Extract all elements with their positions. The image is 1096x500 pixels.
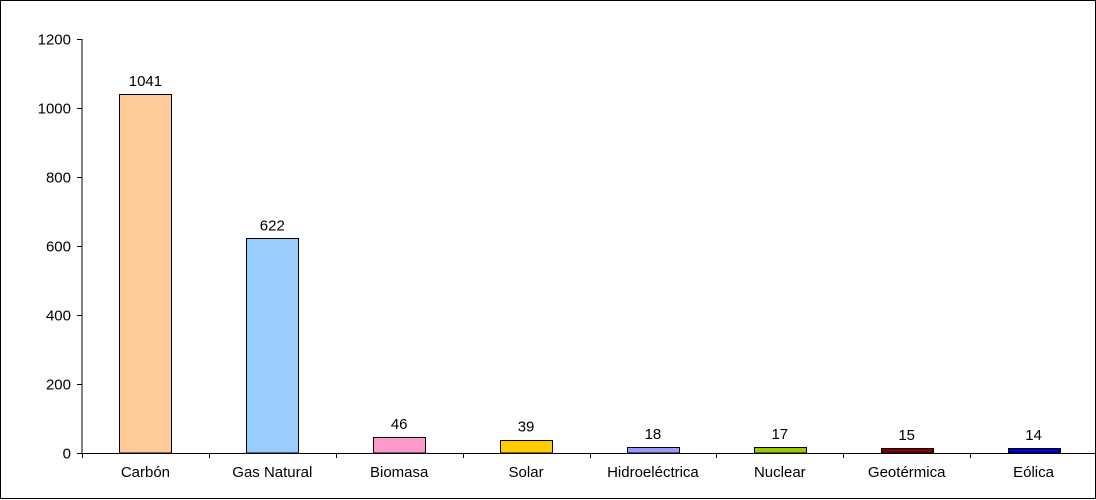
bar-2	[373, 437, 426, 454]
y-axis: 0 200 400 600 800 1000 1200	[38, 32, 83, 463]
data-label-3: 39	[518, 419, 535, 436]
y-tick-label: 600	[46, 239, 71, 256]
bar-7	[1008, 448, 1061, 454]
x-tick-label-6: Geotérmica	[868, 464, 946, 481]
bar-3	[500, 440, 553, 454]
y-tick-label: 400	[46, 308, 71, 325]
x-tick-label-1: Gas Natural	[232, 464, 312, 481]
bar-6	[881, 448, 934, 454]
bars	[119, 94, 1061, 454]
data-labels: 1041 622 46 39 18 17 15 14	[129, 73, 1042, 444]
y-tick-label: 1200	[38, 32, 71, 49]
data-label-4: 18	[645, 426, 662, 443]
x-tick-label-3: Solar	[509, 464, 544, 481]
data-label-0: 1041	[129, 73, 162, 90]
bar-5	[754, 447, 807, 454]
y-tick-label: 200	[46, 377, 71, 394]
x-tick-label-4: Hidroeléctrica	[607, 464, 699, 481]
data-label-7: 14	[1025, 427, 1042, 444]
x-tick-label-0: Carbón	[121, 464, 170, 481]
x-tick-label-2: Biomasa	[370, 464, 429, 481]
data-label-6: 15	[898, 427, 915, 444]
x-axis: Carbón Gas Natural Biomasa Solar Hidroeléctr…	[82, 453, 1096, 481]
y-tick-label: 1000	[38, 101, 71, 118]
data-label-1: 622	[260, 217, 285, 234]
x-tick-label-7: Eólica	[1013, 464, 1055, 481]
data-label-5: 17	[771, 426, 788, 443]
x-tick-label-5: Nuclear	[754, 464, 806, 481]
data-label-2: 46	[391, 416, 408, 433]
bar-4	[627, 447, 680, 454]
bar-0	[119, 94, 172, 454]
y-tick-label: 0	[63, 446, 71, 463]
y-tick-label: 800	[46, 170, 71, 187]
bar-1	[246, 238, 299, 454]
